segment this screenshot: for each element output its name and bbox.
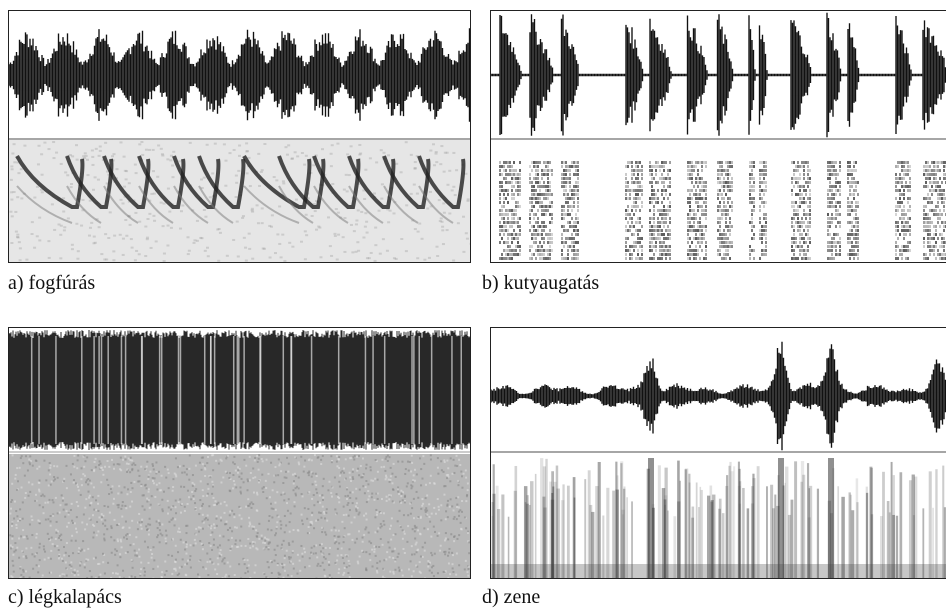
fogfuras-figure xyxy=(9,28,470,262)
caption-a: a) fogfúrás xyxy=(8,272,96,294)
zene-figure xyxy=(491,341,946,578)
caption-d: d) zene xyxy=(482,586,541,608)
caption-c: c) légkalapács xyxy=(8,586,122,608)
panel-legkalapacs xyxy=(8,327,471,579)
panel-kutyaugatas xyxy=(490,10,946,263)
panel-fogfuras xyxy=(8,10,471,263)
kutyaugatas-figure xyxy=(491,12,946,260)
legkalapacs-spectrogram xyxy=(9,454,470,578)
kutyaugatas-waveform xyxy=(491,12,946,138)
legkalapacs-figure xyxy=(9,330,470,578)
kutyaugatas-spectrogram xyxy=(499,161,946,260)
fogfuras-spectrogram xyxy=(9,140,470,262)
panel-zene xyxy=(490,327,946,579)
zene-waveform xyxy=(491,341,946,451)
caption-b: b) kutyaugatás xyxy=(482,272,600,294)
zene-spectrogram xyxy=(491,458,946,578)
legkalapacs-waveform xyxy=(9,330,470,450)
fogfuras-waveform xyxy=(9,28,470,122)
